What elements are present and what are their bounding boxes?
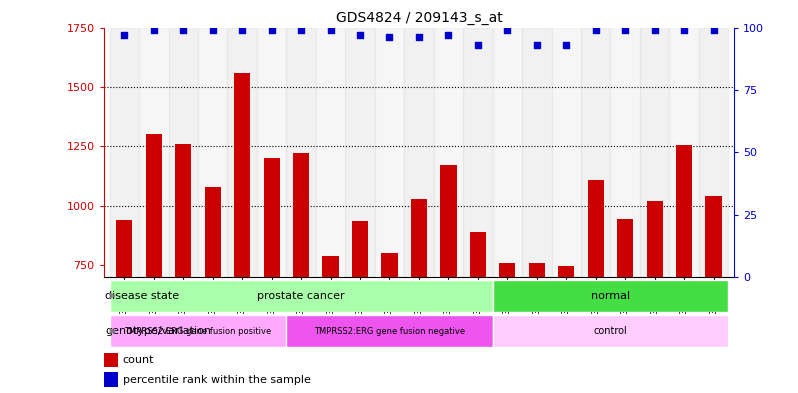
Bar: [492, 280, 729, 312]
Text: TMPRSS2:ERG gene fusion positive: TMPRSS2:ERG gene fusion positive: [124, 327, 271, 336]
Point: [265, 27, 278, 33]
Text: percentile rank within the sample: percentile rank within the sample: [123, 375, 310, 385]
Bar: [440, 165, 456, 277]
Point: [236, 27, 249, 33]
Point: [560, 42, 573, 48]
Bar: [463, 28, 492, 277]
Bar: [104, 372, 117, 387]
Bar: [109, 315, 286, 347]
Point: [354, 32, 366, 38]
Bar: [610, 28, 640, 277]
Point: [618, 27, 631, 33]
Title: GDS4824 / 209143_s_at: GDS4824 / 209143_s_at: [336, 11, 502, 25]
Bar: [234, 73, 251, 277]
Bar: [286, 315, 492, 347]
Bar: [204, 187, 221, 277]
Bar: [381, 253, 397, 277]
Point: [118, 32, 131, 38]
Bar: [500, 263, 516, 277]
Bar: [168, 28, 198, 277]
Point: [589, 27, 602, 33]
Bar: [346, 28, 375, 277]
Point: [531, 42, 543, 48]
Text: genotype/variation: genotype/variation: [105, 326, 211, 336]
Point: [324, 27, 337, 33]
Point: [648, 27, 661, 33]
Bar: [617, 219, 634, 277]
Bar: [581, 28, 610, 277]
Bar: [146, 134, 162, 277]
Point: [707, 27, 720, 33]
Bar: [139, 28, 168, 277]
Point: [207, 27, 219, 33]
Bar: [411, 198, 427, 277]
Bar: [405, 28, 433, 277]
Bar: [522, 28, 551, 277]
Point: [501, 27, 514, 33]
Bar: [198, 28, 227, 277]
Bar: [492, 28, 522, 277]
Bar: [227, 28, 257, 277]
Text: disease state: disease state: [105, 291, 180, 301]
Bar: [352, 221, 368, 277]
Bar: [529, 263, 545, 277]
Bar: [176, 144, 192, 277]
Bar: [286, 28, 316, 277]
Point: [472, 42, 484, 48]
Bar: [257, 28, 286, 277]
Point: [177, 27, 190, 33]
Point: [294, 27, 307, 33]
Bar: [492, 315, 729, 347]
Bar: [316, 28, 346, 277]
Point: [148, 27, 160, 33]
Text: control: control: [594, 326, 627, 336]
Bar: [104, 353, 117, 367]
Bar: [375, 28, 405, 277]
Bar: [109, 280, 492, 312]
Text: normal: normal: [591, 291, 630, 301]
Text: count: count: [123, 355, 154, 365]
Bar: [670, 28, 699, 277]
Bar: [263, 158, 280, 277]
Bar: [109, 28, 139, 277]
Bar: [640, 28, 670, 277]
Bar: [646, 201, 662, 277]
Bar: [558, 266, 575, 277]
Bar: [676, 145, 692, 277]
Point: [383, 34, 396, 40]
Bar: [433, 28, 463, 277]
Point: [442, 32, 455, 38]
Bar: [117, 220, 132, 277]
Bar: [470, 232, 486, 277]
Bar: [322, 256, 338, 277]
Point: [678, 27, 690, 33]
Bar: [293, 154, 309, 277]
Bar: [705, 196, 721, 277]
Bar: [699, 28, 729, 277]
Bar: [551, 28, 581, 277]
Text: TMPRSS2:ERG gene fusion negative: TMPRSS2:ERG gene fusion negative: [314, 327, 465, 336]
Bar: [587, 180, 604, 277]
Point: [413, 34, 425, 40]
Text: prostate cancer: prostate cancer: [257, 291, 345, 301]
